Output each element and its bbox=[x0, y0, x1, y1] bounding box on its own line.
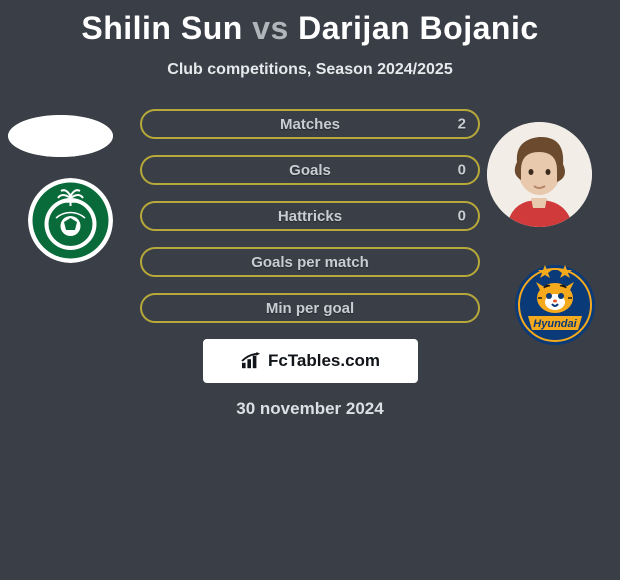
stat-label: Goals per match bbox=[251, 254, 369, 271]
player2-name: Darijan Bojanic bbox=[298, 10, 538, 46]
stats-container: Matches 2 Goals 0 Hattricks 0 Goals per match M… bbox=[140, 109, 480, 323]
comparison-subtitle: Club competitions, Season 2024/2025 bbox=[0, 61, 620, 79]
stat-row: Hattricks 0 bbox=[140, 201, 480, 231]
stat-row: Min per goal bbox=[140, 293, 480, 323]
club-right-text: Hyundai bbox=[533, 318, 577, 330]
stat-label: Hattricks bbox=[278, 208, 342, 225]
stat-value-right: 2 bbox=[458, 116, 466, 133]
stat-label: Matches bbox=[280, 116, 340, 133]
stat-label: Goals bbox=[289, 162, 331, 179]
stat-label: Min per goal bbox=[266, 300, 354, 317]
attribution-badge: FcTables.com bbox=[203, 339, 418, 383]
player1-avatar bbox=[8, 115, 113, 157]
attribution-text: FcTables.com bbox=[268, 351, 380, 371]
comparison-date: 30 november 2024 bbox=[0, 399, 620, 419]
player1-club-crest bbox=[28, 178, 113, 263]
stat-row: Goals 0 bbox=[140, 155, 480, 185]
player2-avatar bbox=[487, 122, 592, 227]
comparison-title: Shilin Sun vs Darijan Bojanic bbox=[0, 0, 620, 47]
player1-name: Shilin Sun bbox=[81, 10, 242, 46]
bar-chart-icon bbox=[240, 352, 262, 370]
player2-club-crest: Hyundai bbox=[510, 258, 600, 348]
vs-separator: vs bbox=[252, 10, 289, 46]
stat-row: Matches 2 bbox=[140, 109, 480, 139]
stat-value-right: 0 bbox=[458, 208, 466, 225]
stat-row: Goals per match bbox=[140, 247, 480, 277]
stat-value-right: 0 bbox=[458, 162, 466, 179]
